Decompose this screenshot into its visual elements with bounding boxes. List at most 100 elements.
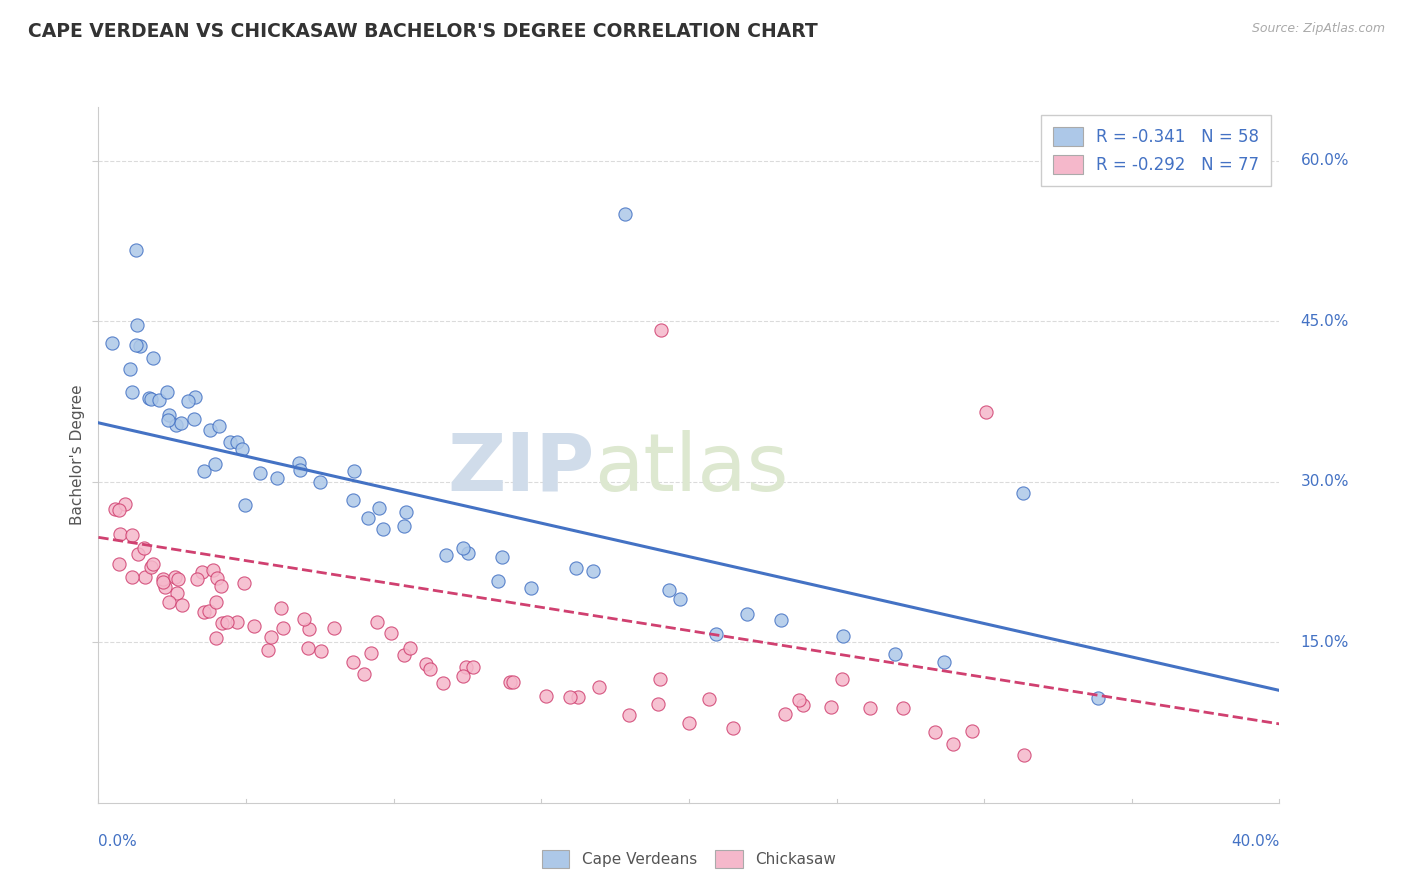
Point bbox=[297, 640, 319, 655]
Point bbox=[451, 541, 474, 556]
Point bbox=[198, 604, 221, 618]
Point bbox=[392, 648, 415, 663]
Point bbox=[204, 457, 226, 471]
Point bbox=[502, 674, 524, 689]
Point bbox=[125, 243, 148, 257]
Point bbox=[121, 570, 143, 584]
Point bbox=[273, 622, 295, 636]
Point bbox=[125, 338, 148, 352]
Point bbox=[322, 621, 344, 635]
Legend: Cape Verdeans, Chickasaw: Cape Verdeans, Chickasaw bbox=[534, 842, 844, 875]
Point bbox=[231, 442, 253, 457]
Point bbox=[360, 646, 382, 660]
Point bbox=[108, 526, 131, 541]
Point bbox=[564, 561, 586, 575]
Point bbox=[243, 618, 266, 632]
Point bbox=[932, 655, 955, 669]
Point bbox=[454, 660, 477, 674]
Point bbox=[233, 498, 256, 512]
Point bbox=[942, 737, 965, 751]
Point bbox=[924, 724, 946, 739]
Point bbox=[209, 579, 232, 593]
Point bbox=[198, 424, 221, 438]
Point bbox=[678, 716, 700, 731]
Point bbox=[309, 644, 332, 658]
Point bbox=[166, 572, 188, 586]
Point bbox=[343, 464, 366, 478]
Point bbox=[104, 501, 127, 516]
Point bbox=[1011, 485, 1033, 500]
Text: 15.0%: 15.0% bbox=[1301, 635, 1348, 649]
Point bbox=[169, 416, 191, 430]
Point bbox=[491, 549, 513, 564]
Point bbox=[186, 572, 208, 586]
Point bbox=[108, 502, 131, 516]
Point bbox=[832, 629, 855, 643]
Point bbox=[127, 547, 149, 561]
Point bbox=[342, 656, 364, 670]
Text: 45.0%: 45.0% bbox=[1301, 314, 1348, 328]
Point bbox=[588, 680, 610, 694]
Point bbox=[138, 391, 160, 405]
Point bbox=[183, 412, 205, 426]
Point bbox=[201, 564, 224, 578]
Point bbox=[249, 466, 271, 480]
Text: 40.0%: 40.0% bbox=[1232, 834, 1279, 849]
Point bbox=[342, 493, 364, 508]
Point bbox=[142, 351, 165, 365]
Point bbox=[669, 592, 692, 607]
Point bbox=[1012, 748, 1035, 763]
Point bbox=[891, 701, 914, 715]
Point bbox=[165, 418, 187, 433]
Point bbox=[831, 672, 853, 686]
Point bbox=[142, 557, 165, 571]
Point bbox=[648, 673, 671, 687]
Point bbox=[558, 690, 581, 705]
Point bbox=[371, 522, 394, 536]
Point bbox=[486, 574, 509, 589]
Point bbox=[453, 669, 475, 683]
Point bbox=[974, 405, 997, 419]
Point bbox=[859, 701, 882, 715]
Point bbox=[139, 392, 162, 406]
Point bbox=[775, 706, 797, 721]
Point bbox=[121, 527, 143, 541]
Point bbox=[461, 660, 484, 674]
Point bbox=[883, 648, 905, 662]
Point bbox=[582, 564, 605, 578]
Point bbox=[292, 612, 315, 626]
Point bbox=[170, 598, 193, 612]
Point bbox=[155, 580, 177, 594]
Point bbox=[127, 318, 149, 332]
Point bbox=[792, 698, 814, 712]
Point bbox=[617, 707, 640, 722]
Point bbox=[120, 361, 142, 376]
Point bbox=[256, 643, 278, 657]
Point bbox=[309, 475, 332, 489]
Point bbox=[266, 471, 288, 485]
Point bbox=[225, 615, 247, 630]
Point bbox=[191, 565, 214, 579]
Point bbox=[366, 615, 388, 629]
Point bbox=[139, 560, 162, 574]
Point bbox=[114, 497, 136, 511]
Point bbox=[658, 583, 681, 598]
Point bbox=[218, 435, 240, 450]
Point bbox=[287, 456, 309, 470]
Point bbox=[415, 657, 437, 671]
Text: ZIP: ZIP bbox=[447, 430, 595, 508]
Point bbox=[152, 575, 174, 590]
Point bbox=[357, 510, 380, 524]
Point bbox=[519, 581, 541, 595]
Point bbox=[960, 723, 983, 738]
Point bbox=[270, 600, 292, 615]
Point bbox=[152, 573, 174, 587]
Point bbox=[367, 501, 389, 516]
Point bbox=[394, 519, 416, 533]
Point bbox=[205, 631, 228, 645]
Point bbox=[735, 607, 758, 622]
Point bbox=[159, 408, 181, 422]
Point bbox=[121, 385, 143, 400]
Point bbox=[769, 613, 792, 627]
Point bbox=[205, 571, 228, 585]
